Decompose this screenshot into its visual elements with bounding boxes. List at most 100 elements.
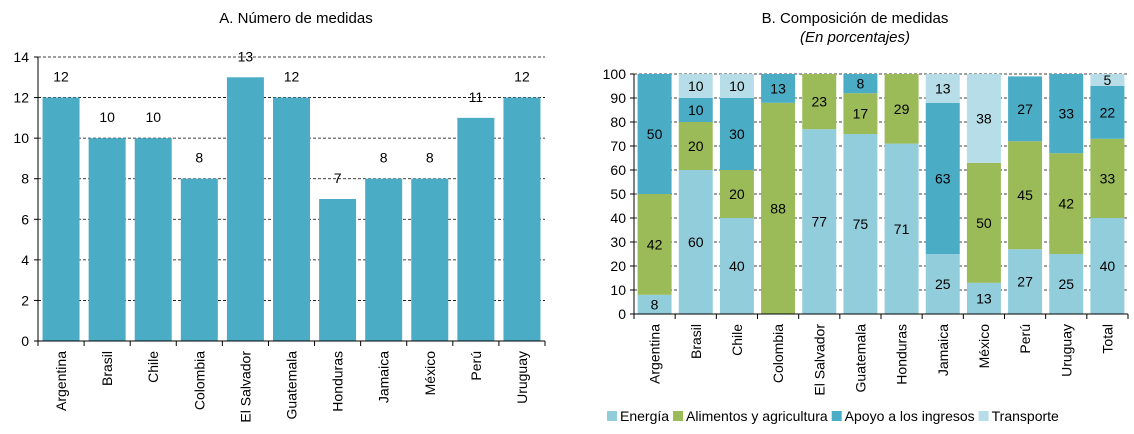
bar-segment (966, 74, 1001, 163)
bar-segment (1008, 249, 1043, 314)
x-tick-label: Colombia (191, 351, 207, 410)
data-label: 12 (284, 69, 300, 85)
chart-b-subtitle: (En porcentajes) (800, 29, 910, 46)
bar (88, 138, 126, 341)
y-tick-label: 80 (610, 114, 626, 130)
x-tick-label: Argentina (53, 351, 69, 411)
segment-label: 22 (1100, 104, 1116, 120)
y-tick-label: 4 (21, 252, 29, 268)
x-tick-label: Brasil (99, 351, 115, 386)
bar-segment (719, 170, 754, 218)
bar-segment (884, 74, 919, 144)
y-tick-label: 90 (610, 90, 626, 106)
segment-label: 50 (647, 126, 663, 142)
segment-label: 13 (976, 290, 992, 306)
bar-segment (678, 74, 713, 98)
legend-label: Apoyo a los ingresos (845, 408, 975, 424)
y-tick-label: 30 (610, 234, 626, 250)
segment-label: 13 (770, 80, 786, 96)
segment-label: 42 (647, 236, 663, 252)
data-label: 7 (334, 170, 342, 186)
segment-label: 5 (1104, 72, 1112, 88)
x-tick-label: Guatemala (284, 351, 300, 420)
bar-segment (966, 162, 1001, 283)
chart-b-title: B. Composición de medidas (762, 10, 949, 27)
bar-segment (1090, 74, 1125, 86)
data-label: 10 (99, 109, 115, 125)
y-tick-label: 70 (610, 138, 626, 154)
bar-segment (1008, 141, 1043, 250)
segment-label: 8 (857, 76, 865, 92)
y-tick-label: 40 (610, 210, 626, 226)
x-tick-label: Colombia (770, 324, 786, 383)
segment-label: 30 (729, 126, 745, 142)
segment-label: 27 (1017, 274, 1033, 290)
segment-label: 20 (688, 138, 704, 154)
x-tick-label: Argentina (647, 324, 663, 384)
segment-label: 33 (1100, 170, 1116, 186)
y-tick-label: 50 (610, 186, 626, 202)
data-label: 8 (426, 150, 434, 166)
x-tick-label: Guatemala (852, 324, 868, 393)
x-tick-label: Honduras (330, 351, 346, 412)
segment-label: 25 (1058, 276, 1074, 292)
x-tick-label: Uruguay (1058, 324, 1074, 377)
legend-swatch (978, 411, 989, 421)
segment-label: 40 (729, 258, 745, 274)
segment-label: 10 (688, 102, 704, 118)
y-tick-label: 14 (13, 49, 29, 65)
bar-segment (637, 294, 672, 314)
bar (226, 77, 264, 342)
chart-b-plot: 0 10 20 30 40 50 60 70 80 90 100 8 42 50 Argentina 60 20… (603, 66, 1129, 396)
bar-segment (678, 170, 713, 314)
bar (365, 178, 403, 341)
bar-segment (1090, 86, 1125, 139)
chart-b-legend: Energía Alimentos y agricultura Apoyo a lo… (607, 408, 1059, 424)
x-tick-label: Perú (468, 351, 484, 381)
y-tick-label: 12 (13, 90, 29, 106)
y-tick-label: 8 (21, 171, 29, 187)
data-label: 13 (238, 48, 254, 64)
bar-segment (678, 98, 713, 122)
legend-label: Transporte (992, 408, 1059, 424)
bar-segment (843, 74, 878, 94)
x-tick-label: Perú (1017, 324, 1033, 354)
y-tick-label: 2 (21, 292, 29, 308)
data-label: 8 (195, 150, 203, 166)
bar (134, 138, 172, 341)
segment-label: 42 (1058, 196, 1074, 212)
bar-segment (843, 93, 878, 134)
y-tick-label: 0 (618, 306, 626, 322)
x-tick-label: Uruguay (514, 351, 530, 404)
bar-segment (637, 74, 672, 194)
x-tick-label: Jamaica (935, 324, 951, 376)
bar-segment (719, 98, 754, 170)
bar-segment (637, 194, 672, 295)
x-tick-label: Brasil (688, 324, 704, 359)
x-tick-label: México (976, 324, 992, 369)
bar (319, 199, 357, 341)
segment-label: 45 (1017, 187, 1033, 203)
segment-label: 29 (894, 101, 910, 117)
segment-label: 10 (729, 78, 745, 94)
y-tick-label: 0 (21, 333, 29, 349)
bar-segment (966, 282, 1001, 314)
bar (457, 117, 495, 341)
x-tick-label: Honduras (894, 324, 910, 385)
segment-label: 33 (1058, 106, 1074, 122)
x-tick-label: Jamaica (376, 351, 392, 403)
x-tick-label: El Salvador (811, 324, 827, 396)
bar-segment (761, 102, 796, 314)
segment-label: 63 (935, 170, 951, 186)
bar-segment (1049, 74, 1084, 154)
segment-label: 23 (811, 94, 827, 110)
data-label: 12 (53, 69, 69, 85)
bar-segment (719, 218, 754, 314)
legend-label: Energía (620, 408, 669, 424)
bar-segment (1049, 254, 1084, 314)
bar (42, 97, 80, 341)
y-tick-label: 10 (610, 282, 626, 298)
segment-label: 75 (853, 216, 869, 232)
legend-swatch (831, 411, 842, 421)
data-label: 10 (145, 109, 161, 125)
